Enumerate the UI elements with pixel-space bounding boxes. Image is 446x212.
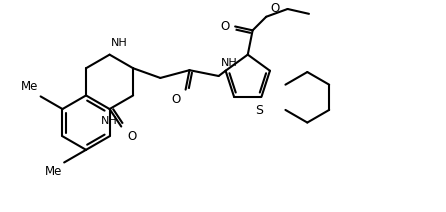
Text: NH: NH [101, 116, 118, 126]
Text: O: O [270, 2, 279, 15]
Text: O: O [127, 130, 136, 143]
Text: S: S [256, 104, 264, 117]
Text: O: O [220, 20, 229, 33]
Text: NH: NH [111, 38, 127, 48]
Text: Me: Me [45, 165, 62, 178]
Text: Me: Me [21, 81, 39, 93]
Text: NH: NH [221, 58, 237, 68]
Text: O: O [172, 93, 181, 106]
